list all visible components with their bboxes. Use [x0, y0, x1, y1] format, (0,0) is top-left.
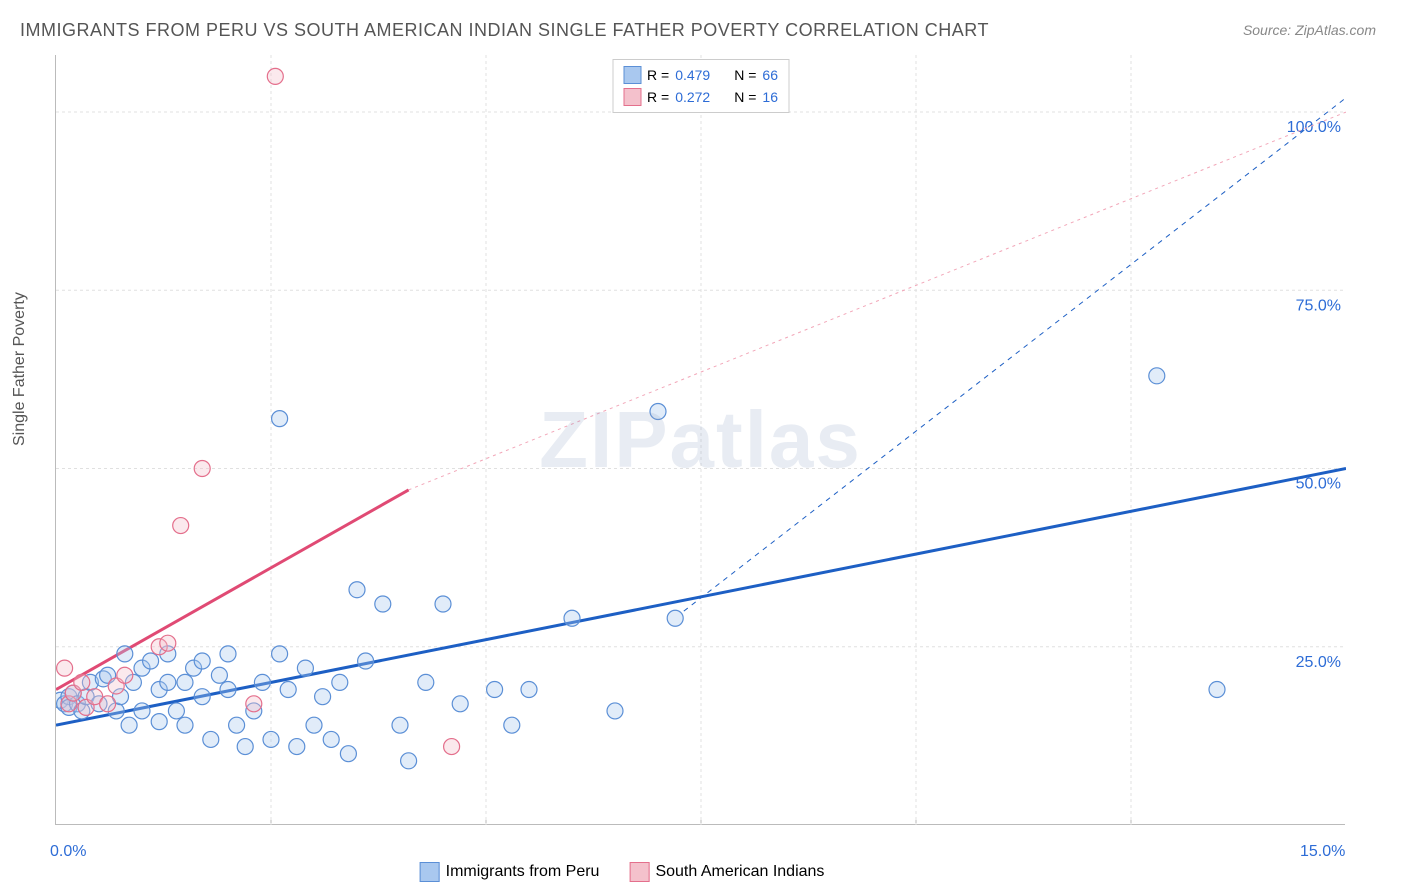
x-tick-label: 15.0%: [1300, 843, 1345, 861]
legend-item: Immigrants from Peru: [420, 862, 600, 882]
scatter-point: [203, 731, 219, 747]
scatter-point: [306, 717, 322, 733]
scatter-point: [521, 682, 537, 698]
scatter-point: [220, 682, 236, 698]
legend-item: South American Indians: [629, 862, 824, 882]
scatter-point: [650, 403, 666, 419]
scatter-point: [134, 703, 150, 719]
scatter-point: [280, 682, 296, 698]
scatter-point: [267, 68, 283, 84]
scatter-point: [607, 703, 623, 719]
scatter-point: [297, 660, 313, 676]
scatter-point: [1209, 682, 1225, 698]
legend-label: Immigrants from Peru: [446, 863, 600, 880]
scatter-point: [100, 696, 116, 712]
scatter-point: [194, 461, 210, 477]
scatter-point: [254, 674, 270, 690]
scatter-point: [177, 674, 193, 690]
n-label: N =: [734, 67, 756, 83]
scatter-point: [340, 746, 356, 762]
scatter-plot-svg: 25.0%50.0%75.0%100.0%: [56, 55, 1346, 825]
legend-row: R = 0.479 N = 66: [623, 64, 778, 86]
r-label: R =: [647, 89, 669, 105]
legend-label: South American Indians: [655, 863, 824, 880]
source-attribution: Source: ZipAtlas.com: [1243, 22, 1376, 38]
scatter-point: [117, 667, 133, 683]
scatter-point: [117, 646, 133, 662]
series-legend: Immigrants from Peru South American India…: [420, 862, 825, 882]
y-tick-label: 100.0%: [1287, 119, 1341, 136]
r-value: 0.272: [675, 89, 710, 105]
scatter-point: [487, 682, 503, 698]
chart-plot-area: ZIPatlas 25.0%50.0%75.0%100.0% R = 0.479…: [55, 55, 1345, 825]
scatter-point: [444, 739, 460, 755]
legend-row: R = 0.272 N = 16: [623, 86, 778, 108]
r-value: 0.479: [675, 67, 710, 83]
scatter-point: [435, 596, 451, 612]
scatter-point: [194, 689, 210, 705]
scatter-point: [177, 717, 193, 733]
scatter-point: [504, 717, 520, 733]
scatter-point: [246, 696, 262, 712]
scatter-point: [1149, 368, 1165, 384]
scatter-point: [564, 610, 580, 626]
scatter-point: [211, 667, 227, 683]
legend-swatch: [420, 862, 440, 882]
scatter-point: [173, 518, 189, 534]
scatter-point: [194, 653, 210, 669]
n-value: 16: [762, 89, 778, 105]
legend-swatch: [623, 88, 641, 106]
scatter-point: [315, 689, 331, 705]
chart-title: IMMIGRANTS FROM PERU VS SOUTH AMERICAN I…: [20, 20, 989, 41]
scatter-point: [358, 653, 374, 669]
scatter-point: [289, 739, 305, 755]
scatter-point: [452, 696, 468, 712]
scatter-point: [220, 646, 236, 662]
scatter-point: [375, 596, 391, 612]
scatter-point: [168, 703, 184, 719]
scatter-point: [263, 731, 279, 747]
n-label: N =: [734, 89, 756, 105]
scatter-point: [667, 610, 683, 626]
scatter-point: [121, 717, 137, 733]
scatter-point: [272, 646, 288, 662]
scatter-point: [392, 717, 408, 733]
scatter-point: [237, 739, 253, 755]
scatter-point: [418, 674, 434, 690]
scatter-point: [74, 674, 90, 690]
scatter-point: [160, 635, 176, 651]
scatter-point: [272, 411, 288, 427]
scatter-point: [323, 731, 339, 747]
legend-swatch: [623, 66, 641, 84]
n-value: 66: [762, 67, 778, 83]
scatter-point: [57, 660, 73, 676]
x-tick-label: 0.0%: [50, 843, 86, 861]
scatter-point: [229, 717, 245, 733]
r-label: R =: [647, 67, 669, 83]
legend-swatch: [629, 862, 649, 882]
correlation-legend: R = 0.479 N = 66 R = 0.272 N = 16: [612, 59, 789, 113]
scatter-point: [143, 653, 159, 669]
scatter-point: [160, 674, 176, 690]
scatter-point: [151, 714, 167, 730]
scatter-point: [401, 753, 417, 769]
scatter-point: [349, 582, 365, 598]
scatter-point: [332, 674, 348, 690]
y-axis-label: Single Father Poverty: [11, 292, 29, 446]
y-tick-label: 25.0%: [1296, 654, 1341, 671]
y-tick-label: 75.0%: [1296, 297, 1341, 314]
